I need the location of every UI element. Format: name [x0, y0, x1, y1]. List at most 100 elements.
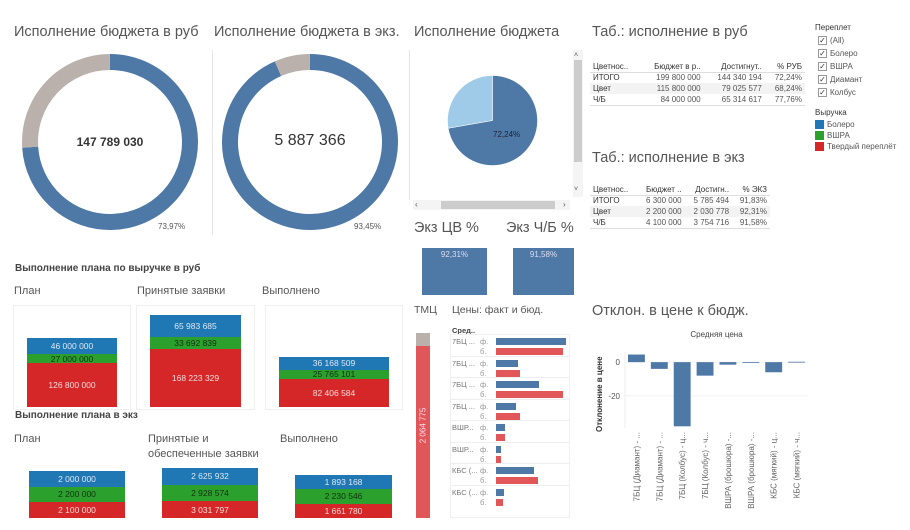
deviation-bar[interactable] — [650, 362, 668, 369]
column-header[interactable]: Цветнос.. — [590, 61, 640, 73]
revenue-ekz-bar-segment[interactable]: 2 000 000 — [29, 471, 125, 487]
filter-option[interactable]: ✓ Колбус — [818, 86, 862, 99]
revenue-rub-pane — [265, 305, 403, 410]
ekz-bw-tile[interactable]: 91,58% — [513, 248, 574, 295]
filter-option[interactable]: ✓ (All) — [818, 34, 862, 47]
revenue-ekz-bar-segment[interactable]: 2 625 932 — [162, 468, 258, 485]
revenue-rub-bar-segment[interactable]: 65 983 685 — [150, 314, 241, 338]
checkbox-icon[interactable]: ✓ — [818, 88, 827, 97]
revenue-ekz-bar-segment[interactable]: 1 661 780 — [295, 503, 392, 518]
price-fact-bar[interactable] — [496, 338, 567, 345]
table-header-row: Цветнос.. Бюджет .. Достигн..% ЭКЗ — [590, 184, 770, 196]
legend-label: ВШРА — [827, 131, 850, 140]
horizontal-scrollbar[interactable]: ‹ › — [413, 200, 570, 210]
x-tick-label: 7БЦ (Диамант) - ... — [632, 432, 641, 501]
price-fact-bar[interactable] — [496, 424, 506, 431]
checkbox-icon[interactable]: ✓ — [818, 75, 827, 84]
deviation-bar[interactable] — [673, 362, 691, 427]
pie-chart[interactable] — [445, 73, 540, 168]
revenue-rub-bar-segment[interactable]: 126 800 000 — [27, 363, 117, 407]
legend-item[interactable]: ВШРА — [815, 130, 896, 141]
price-fact-bar[interactable] — [496, 488, 505, 496]
price-budget-bar[interactable] — [496, 348, 564, 355]
price-budget-bar[interactable] — [496, 369, 521, 377]
deviation-bar[interactable] — [765, 362, 783, 373]
deviation-chart[interactable]: Средняя цена Отклонение в цене 0 -20 7БЦ (Ди… — [590, 325, 820, 530]
scroll-left-icon[interactable]: ‹ — [415, 200, 418, 209]
price-budget-bar[interactable] — [496, 412, 521, 420]
ekz-bw-title: Экз Ч/Б % — [506, 220, 574, 236]
revenue-ekz-bar-segment[interactable]: 2 100 000 — [29, 502, 125, 518]
legend-item[interactable]: Твердый переплёт — [815, 141, 896, 152]
table-header-row: Цветнос.. Бюджет в р.. Достигнут..% РУБ — [590, 61, 805, 73]
price-budget-bar[interactable] — [496, 477, 538, 484]
checkbox-icon[interactable]: ✓ — [818, 49, 827, 58]
revenue-ekz-bar-segment[interactable]: 2 200 000 — [29, 486, 125, 503]
revenue-rub-bar-segment[interactable]: 36 168 509 — [279, 357, 389, 370]
donut-ekz-achieved-segment[interactable] — [222, 54, 398, 230]
revenue-ekz-bar-segment[interactable]: 2 230 546 — [295, 489, 392, 504]
price-budget-bar[interactable] — [496, 434, 506, 441]
price-budget-bar[interactable] — [496, 498, 504, 506]
column-header[interactable]: Бюджет .. — [637, 184, 685, 196]
price-fact-bar[interactable] — [496, 467, 534, 474]
vertical-scrollbar[interactable]: ˄ ˅ — [573, 50, 583, 197]
price-fact-bar[interactable] — [496, 359, 518, 367]
price-budget-bar[interactable] — [496, 455, 502, 463]
revenue-rub-bar-segment[interactable]: 168 223 329 — [150, 348, 241, 407]
prices-title: Цены: факт и бюд. — [452, 304, 544, 316]
price-fact-bar[interactable] — [496, 402, 516, 410]
column-header[interactable]: % РУБ — [764, 61, 805, 73]
donut-rub-remaining-segment[interactable] — [22, 54, 111, 148]
price-budget-label: б. — [480, 390, 487, 399]
scrollbar-thumb[interactable] — [441, 201, 555, 209]
checkbox-icon[interactable]: ✓ — [818, 62, 827, 71]
column-header[interactable]: Бюджет в р.. — [639, 61, 704, 73]
checkbox-icon[interactable]: ✓ — [818, 36, 827, 45]
column-header[interactable]: Достигн.. — [684, 184, 733, 196]
deviation-bar[interactable] — [788, 361, 805, 363]
scroll-up-icon[interactable]: ˄ — [574, 52, 579, 59]
revenue-rub-bar-segment[interactable]: 33 692 839 — [150, 337, 241, 349]
pie-title: Исполнение бюджета — [414, 24, 560, 40]
revenue-rub-bar-segment[interactable]: 46 000 000 — [27, 338, 117, 354]
scrollbar-thumb[interactable] — [574, 60, 582, 162]
pie-slice-remaining[interactable] — [447, 75, 493, 129]
deviation-bar[interactable] — [742, 362, 760, 363]
table-cell: 115 800 000 — [639, 83, 704, 94]
deviation-bar[interactable] — [628, 354, 645, 363]
donut-ekz-remaining-segment[interactable] — [274, 54, 311, 77]
tmc-bar[interactable]: 2 064 775 — [416, 333, 430, 518]
pie-slice-achieved[interactable] — [447, 75, 538, 166]
scroll-right-icon[interactable]: › — [563, 200, 566, 209]
deviation-bar[interactable] — [696, 362, 714, 376]
column-header[interactable]: Достигнут.. — [703, 61, 765, 73]
price-fact-bar[interactable] — [496, 445, 502, 453]
column-header[interactable]: Цветнос.. — [590, 184, 638, 196]
filter-option[interactable]: ✓ Болеро — [818, 47, 862, 60]
column-header[interactable]: % ЭКЗ — [732, 184, 770, 196]
revenue-rub-column-label: Выполнено — [262, 285, 320, 297]
table-cell: 91,58% — [732, 217, 770, 229]
deviation-bar[interactable] — [719, 362, 737, 365]
filter-option[interactable]: ✓ Диамант — [818, 73, 862, 86]
revenue-ekz-bar-segment[interactable]: 2 928 574 — [162, 484, 258, 502]
price-fact-bar[interactable] — [496, 381, 540, 388]
table-cell: 5 785 494 — [693, 196, 730, 206]
donut-chart-ekz[interactable] — [220, 52, 400, 232]
filter-option[interactable]: ✓ ВШРА — [818, 60, 862, 73]
revenue-rub-bar-segment[interactable]: 25 765 101 — [279, 369, 389, 379]
revenue-ekz-bar-segment[interactable]: 3 031 797 — [162, 501, 258, 518]
revenue-ekz-bar-segment[interactable]: 1 893 168 — [295, 475, 392, 490]
table-rub: Цветнос.. Бюджет в р.. Достигнут..% РУБ ИТО… — [590, 61, 805, 106]
table-cell: 65 314 617 — [703, 94, 765, 106]
revenue-rub-bar-segment[interactable]: 27 000 000 — [27, 354, 117, 364]
price-budget-bar[interactable] — [496, 391, 564, 398]
divider — [212, 50, 213, 235]
scroll-down-icon[interactable]: ˅ — [574, 186, 579, 193]
revenue-rub-bar-segment[interactable]: 82 406 584 — [279, 378, 389, 407]
ekz-cv-tile[interactable]: 92,31% — [422, 248, 487, 295]
legend-item[interactable]: Болеро — [815, 119, 896, 130]
donut-rub-achieved-segment[interactable] — [22, 54, 198, 230]
donut-chart-rub[interactable] — [20, 52, 200, 232]
